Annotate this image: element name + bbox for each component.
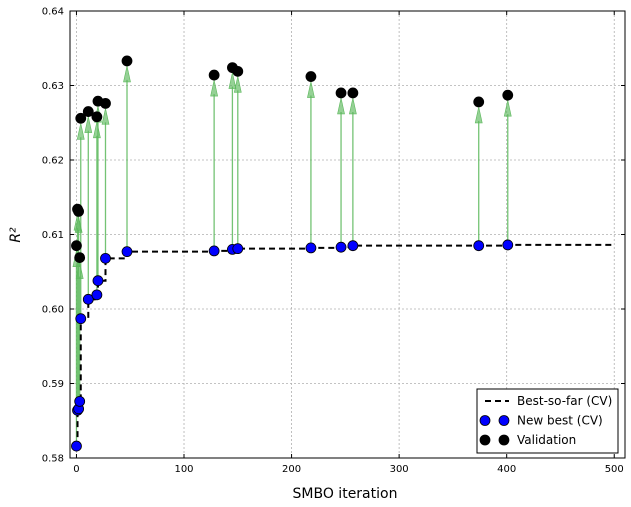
improvement-arrow-head <box>474 106 483 124</box>
validation-point <box>121 55 133 67</box>
y-tick-label: 0.59 <box>42 379 64 390</box>
new-best-point <box>121 246 133 258</box>
validation-point <box>347 87 359 99</box>
new-best-point <box>100 252 111 264</box>
y-tick-label: 0.63 <box>42 81 64 92</box>
new-best-point <box>208 245 220 257</box>
new-best-point <box>347 240 359 252</box>
validation-point <box>73 206 85 217</box>
improvement-arrow-head <box>307 81 315 98</box>
new-best-point <box>82 293 94 305</box>
legend-label: Best-so-far (CV) <box>517 394 612 408</box>
legend-swatch-marker <box>479 415 491 426</box>
improvement-arrow-head <box>123 65 131 83</box>
improvement-arrow-head <box>228 72 237 89</box>
y-tick-label: 0.62 <box>42 156 64 167</box>
improvement-arrow-head <box>233 76 242 93</box>
improvement-arrow-head <box>349 97 357 115</box>
validation-point <box>232 65 244 77</box>
legend-swatch-marker <box>498 415 510 426</box>
x-tick-label: 200 <box>282 464 301 475</box>
legend-swatch-marker <box>498 434 510 446</box>
improvement-arrow-head <box>101 108 110 125</box>
x-tick-label: 500 <box>605 464 624 475</box>
new-best-point <box>75 313 87 325</box>
new-best-point <box>74 395 86 407</box>
improvement-arrow-head <box>337 97 345 115</box>
axis-ticks: 0 100 200 300 400 500 0.58 0.59 0.60 0.61 0.62 0.63… <box>42 7 625 475</box>
x-tick-label: 100 <box>174 464 193 475</box>
x-tick-label: 0 <box>73 464 79 475</box>
validation-point <box>71 240 82 252</box>
legend: Best-so-far (CV) New best (CV) Validation <box>476 388 619 454</box>
validation-point <box>502 89 514 101</box>
validation-point <box>91 111 103 123</box>
validation-point <box>305 71 317 82</box>
legend-label: Validation <box>517 433 576 447</box>
improvement-arrow-head <box>210 80 219 97</box>
new-best-point <box>91 289 103 301</box>
y-tick-label: 0.60 <box>42 305 64 316</box>
improvement-arrow-head <box>84 116 93 133</box>
improvement-arrow-head <box>93 121 101 139</box>
new-best-point <box>502 239 514 251</box>
new-best-point <box>92 275 104 287</box>
improvement-arrow-head <box>76 123 85 140</box>
y-tick-label: 0.61 <box>42 230 64 241</box>
validation-point <box>74 252 86 263</box>
new-best-point <box>232 243 244 255</box>
improvement-arrow-head <box>75 262 84 279</box>
x-axis-label: SMBO iteration <box>293 486 398 502</box>
validation-point <box>335 87 347 99</box>
y-axis-label: R² <box>8 227 24 243</box>
markers <box>71 55 514 452</box>
x-tick-label: 300 <box>390 464 409 475</box>
new-best-point <box>305 242 317 254</box>
new-best-point <box>71 440 82 452</box>
validation-point <box>82 106 94 117</box>
new-best-point <box>335 241 347 253</box>
validation-point <box>473 96 485 108</box>
validation-point <box>100 97 111 109</box>
legend-label: New best (CV) <box>517 414 603 428</box>
y-tick-label: 0.58 <box>42 454 64 465</box>
validation-point <box>208 69 220 81</box>
x-tick-label: 400 <box>497 464 516 475</box>
improvement-arrow-head <box>503 100 512 117</box>
validation-point <box>75 112 87 124</box>
new-best-point <box>473 240 485 252</box>
y-tick-label: 0.64 <box>42 7 64 18</box>
legend-swatch-marker <box>479 434 491 446</box>
